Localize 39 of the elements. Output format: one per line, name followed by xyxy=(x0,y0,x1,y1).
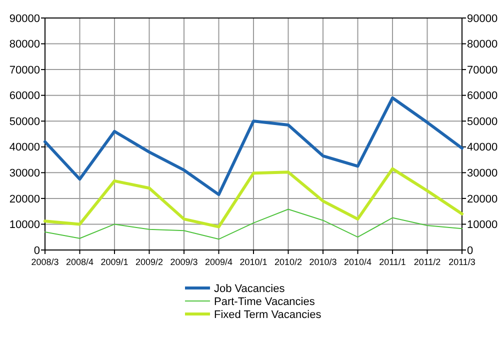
x-tick-label: 2010/4 xyxy=(344,257,372,267)
y2-tick-label: 90000 xyxy=(467,12,498,25)
x-tick-label: 2009/3 xyxy=(170,257,198,267)
y-tick-label: 50000 xyxy=(9,116,40,128)
line-series xyxy=(44,167,464,228)
y-tick-label: 80000 xyxy=(9,38,40,51)
y-tick-label: 0 xyxy=(34,244,40,257)
x-tick-label: 2009/2 xyxy=(135,257,164,267)
y2-tick-label: 80000 xyxy=(467,38,498,51)
x-tick-label: 2011/2 xyxy=(414,257,441,267)
y2-tick-label: 30000 xyxy=(467,168,498,180)
y2-tick-label: 0 xyxy=(467,244,474,257)
legend-label: Part-Time Vacancies xyxy=(214,296,316,308)
x-tick-label: 2009/1 xyxy=(100,257,128,267)
x-tick-label: 2011/3 xyxy=(448,257,476,267)
x-tick-label: 2010/2 xyxy=(274,257,302,267)
line-series xyxy=(44,96,464,196)
y2-tick-label: 70000 xyxy=(467,64,498,76)
y2-tick-label: 50000 xyxy=(467,116,498,128)
y2-tick-label: 20000 xyxy=(467,193,498,206)
y-tick-label: 90000 xyxy=(9,12,40,25)
x-tick-label: 2008/4 xyxy=(66,257,94,267)
x-tick-label: 2009/4 xyxy=(204,257,233,267)
y2-tick-label: 60000 xyxy=(467,90,498,102)
line-series xyxy=(44,208,462,240)
y2-tick-label: 40000 xyxy=(467,142,498,154)
y-tick-label: 70000 xyxy=(9,64,40,76)
y-tick-label: 20000 xyxy=(9,193,40,206)
legend-label: Fixed Term Vacancies xyxy=(214,308,322,321)
x-tick-label: 2011/1 xyxy=(379,257,406,267)
x-tick-label: 2008/3 xyxy=(31,257,59,267)
x-tick-label: 2010/1 xyxy=(240,257,268,267)
y-tick-label: 60000 xyxy=(9,90,40,102)
y-tick-label: 40000 xyxy=(9,142,40,154)
y-tick-label: 10000 xyxy=(9,219,40,232)
y2-tick-label: 10000 xyxy=(467,219,498,232)
legend-label: Job Vacancies xyxy=(214,282,286,295)
x-tick-label: 2010/3 xyxy=(309,257,337,267)
y-tick-label: 30000 xyxy=(9,168,40,180)
